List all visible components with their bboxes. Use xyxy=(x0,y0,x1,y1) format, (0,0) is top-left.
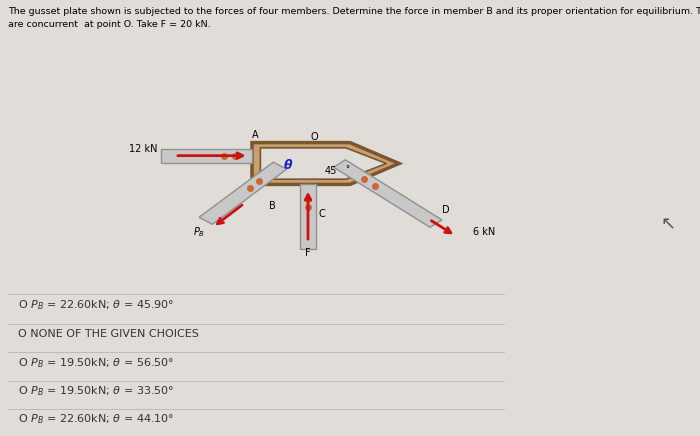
Text: 45: 45 xyxy=(324,167,337,177)
Polygon shape xyxy=(161,149,252,163)
Text: $P_B$: $P_B$ xyxy=(193,225,205,238)
Text: O $P_B$ = 19.50kN; $\theta$ = 33.50°: O $P_B$ = 19.50kN; $\theta$ = 33.50° xyxy=(18,384,174,398)
Text: O $P_B$ = 22.60kN; $\theta$ = 45.90°: O $P_B$ = 22.60kN; $\theta$ = 45.90° xyxy=(18,298,174,312)
Polygon shape xyxy=(199,162,287,224)
Polygon shape xyxy=(300,184,316,249)
Polygon shape xyxy=(252,143,399,184)
Text: O $P_B$ = 22.60kN; $\theta$ = 44.10°: O $P_B$ = 22.60kN; $\theta$ = 44.10° xyxy=(18,412,174,426)
Text: B: B xyxy=(270,201,276,211)
Text: O $P_B$ = 19.50kN; $\theta$ = 56.50°: O $P_B$ = 19.50kN; $\theta$ = 56.50° xyxy=(18,356,174,370)
Text: θ: θ xyxy=(284,159,292,172)
Text: ↖: ↖ xyxy=(661,215,676,234)
Polygon shape xyxy=(334,160,442,227)
Polygon shape xyxy=(260,148,386,179)
Text: 6 kN: 6 kN xyxy=(473,227,496,237)
Text: D: D xyxy=(442,205,449,215)
Text: A: A xyxy=(252,130,258,140)
Text: C: C xyxy=(318,209,326,219)
Text: °: ° xyxy=(345,165,349,174)
Text: F: F xyxy=(305,249,311,259)
Text: O: O xyxy=(310,132,318,142)
Text: O NONE OF THE GIVEN CHOICES: O NONE OF THE GIVEN CHOICES xyxy=(18,330,198,339)
Text: 12 kN: 12 kN xyxy=(129,144,158,154)
Text: The gusset plate shown is subjected to the forces of four members. Determine the: The gusset plate shown is subjected to t… xyxy=(8,7,700,16)
Text: are concurrent  at point O. Take F = 20 kN.: are concurrent at point O. Take F = 20 k… xyxy=(8,20,211,29)
